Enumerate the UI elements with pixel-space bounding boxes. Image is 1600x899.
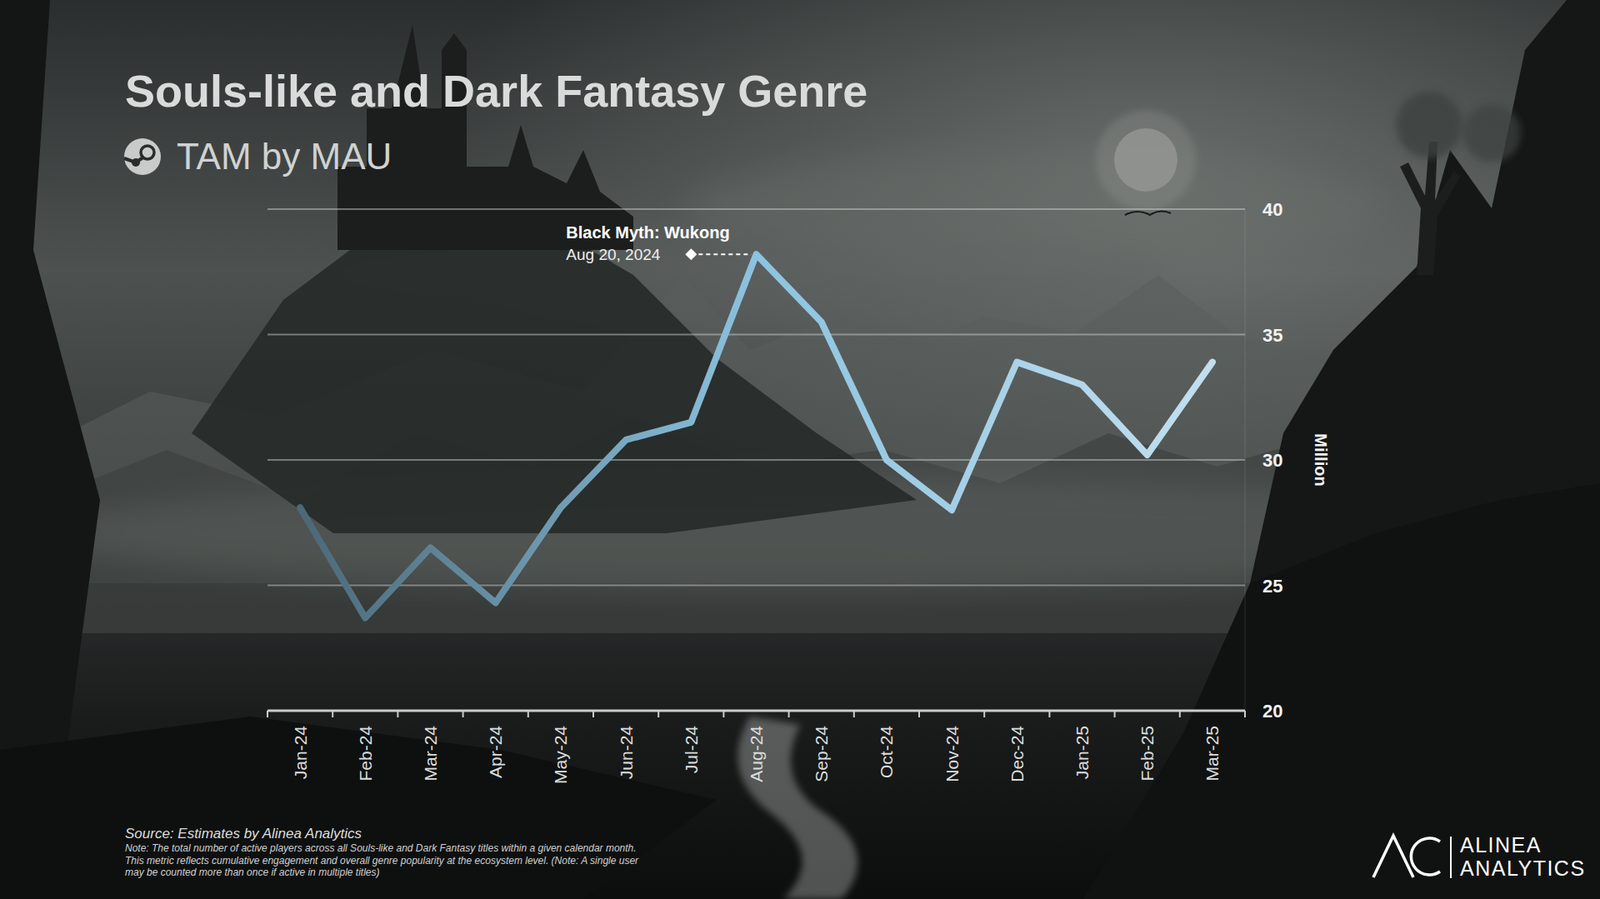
plot-area xyxy=(300,254,1213,618)
x-tick-label: Oct-24 xyxy=(876,725,896,779)
x-tick-label: Feb-25 xyxy=(1137,725,1157,782)
x-tick-label: Jun-24 xyxy=(616,725,636,780)
x-tick-divider xyxy=(853,710,855,718)
chart-svg: Souls-like and Dark Fantasy Genre TAM by … xyxy=(0,0,1600,899)
y-range-line xyxy=(1245,209,1246,711)
y-tick-label: 35 xyxy=(1262,325,1283,346)
x-tick-divider xyxy=(918,710,920,718)
brand-logo: ALINEAANALYTICS xyxy=(1373,833,1586,880)
x-tick-divider xyxy=(983,710,985,718)
background xyxy=(0,0,1600,899)
x-tick-divider xyxy=(722,710,725,718)
annotation: Black Myth: Wukong Aug 20, 2024 xyxy=(565,223,751,264)
data-line xyxy=(300,254,1213,618)
x-tick-divider xyxy=(1048,710,1050,718)
y-tick-label: 25 xyxy=(1262,575,1283,597)
x-tick-divider xyxy=(657,710,660,718)
annotation-date: Aug 20, 2024 xyxy=(565,245,660,264)
grid-line xyxy=(267,585,1245,587)
tree-crown xyxy=(1395,91,1463,159)
grid-line xyxy=(267,208,1245,210)
x-tick-divider xyxy=(462,710,465,718)
steam-icon xyxy=(124,138,161,175)
note: Note: The total number of active players… xyxy=(125,842,637,855)
icon-circle xyxy=(124,138,161,175)
castle-hill xyxy=(191,208,917,534)
x-tick-label: Aug-24 xyxy=(746,725,766,783)
x-tick-divider xyxy=(1244,710,1246,718)
grid-line xyxy=(267,459,1245,461)
brand-line: ANALYTICS xyxy=(1460,856,1586,880)
logo-a xyxy=(1373,835,1414,878)
tree xyxy=(1400,141,1460,275)
y-tick-label: 20 xyxy=(1262,700,1283,722)
x-tick-label: Jan-24 xyxy=(290,725,310,780)
x-tick-label: Feb-24 xyxy=(355,725,375,782)
x-tick-divider xyxy=(592,710,595,718)
moon-halo xyxy=(1095,110,1196,210)
x-tick-divider xyxy=(788,710,790,718)
x-tick-label: Dec-24 xyxy=(1007,725,1027,783)
x-tick-divider xyxy=(266,710,269,718)
x-tick-divider xyxy=(1114,710,1116,718)
x-tick-label: Apr-24 xyxy=(485,725,505,779)
y-axis-label: Million xyxy=(1311,433,1330,486)
river xyxy=(737,716,858,899)
sky xyxy=(0,0,1600,899)
sky-glow xyxy=(0,0,1600,899)
left-ground xyxy=(0,716,717,899)
icon-arm xyxy=(124,156,145,163)
bird xyxy=(1125,210,1171,215)
y-tick-label: 30 xyxy=(1262,450,1283,471)
x-tick-divider xyxy=(331,710,334,718)
subtitle: TAM by MAU xyxy=(176,135,392,177)
x-axis-line xyxy=(267,710,1245,713)
x-tick-label: Sep-24 xyxy=(811,725,831,783)
title: Souls-like and Dark Fantasy Genre xyxy=(125,65,868,116)
x-tick-label: Mar-25 xyxy=(1202,725,1222,782)
x-tick-label: May-24 xyxy=(550,725,570,785)
x-tick-divider xyxy=(527,710,530,718)
brand-line: ALINEA xyxy=(1460,833,1542,857)
annotation-title: Black Myth: Wukong xyxy=(565,223,730,242)
grid xyxy=(267,209,1245,586)
note: may be counted more than once if active … xyxy=(125,866,380,879)
x-tick-label: Jan-25 xyxy=(1072,725,1092,780)
tree-crown xyxy=(1462,104,1521,163)
logo-c xyxy=(1410,838,1440,875)
grid-line xyxy=(267,334,1245,336)
x-tick-divider xyxy=(396,710,399,718)
x-tick-label: Mar-24 xyxy=(420,725,440,782)
x-tick-label: Jul-24 xyxy=(681,725,701,775)
logo-separator xyxy=(1450,836,1452,879)
y-tick-label: 40 xyxy=(1262,199,1283,220)
note: This metric reflects cumulative engageme… xyxy=(125,855,640,867)
right-slope xyxy=(1083,483,1600,899)
x-tick-label: Nov-24 xyxy=(942,725,962,783)
x-tick-divider xyxy=(1179,710,1181,718)
annotation-leader xyxy=(690,253,751,255)
source: Source: Estimates by Alinea Analytics xyxy=(125,825,363,842)
annotation-diamond xyxy=(685,248,697,260)
